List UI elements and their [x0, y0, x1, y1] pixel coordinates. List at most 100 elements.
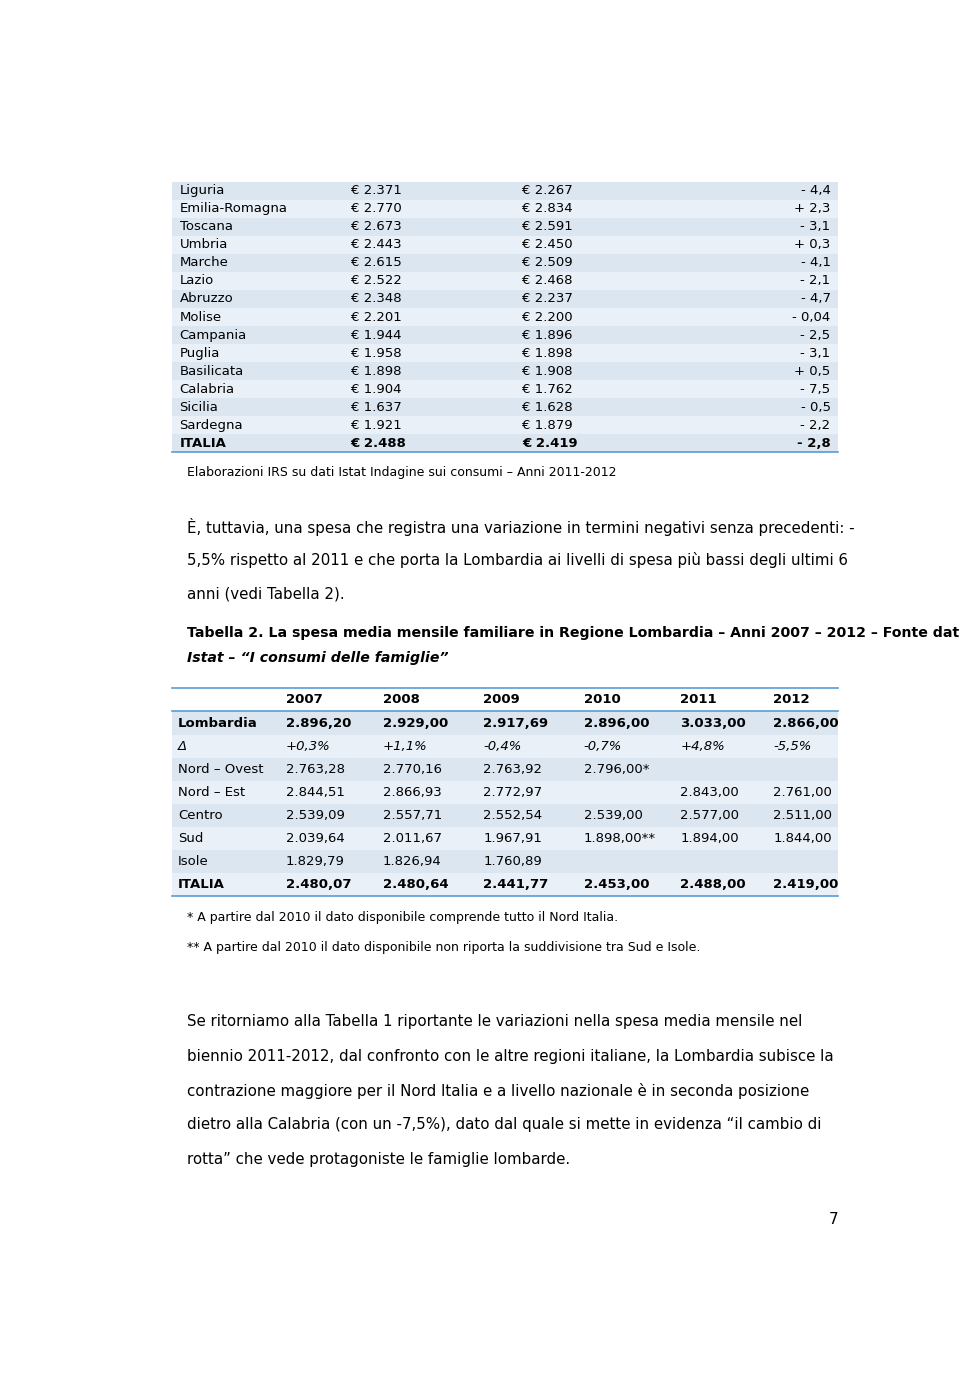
Text: Istat – “I consumi delle famiglie”: Istat – “I consumi delle famiglie” [187, 651, 448, 665]
FancyBboxPatch shape [172, 689, 838, 711]
Text: € 1.908: € 1.908 [522, 365, 572, 378]
Text: € 2.419: € 2.419 [522, 436, 577, 450]
FancyBboxPatch shape [172, 758, 838, 781]
Text: Centro: Centro [178, 809, 223, 822]
FancyBboxPatch shape [172, 236, 838, 254]
Text: 1.967,91: 1.967,91 [483, 832, 542, 845]
Text: € 2.267: € 2.267 [522, 184, 572, 198]
Text: Tabella 2. La spesa media mensile familiare in Regione Lombardia – Anni 2007 – 2: Tabella 2. La spesa media mensile famili… [187, 626, 960, 640]
Text: 2.539,00: 2.539,00 [584, 809, 642, 822]
Text: € 2.509: € 2.509 [522, 256, 572, 269]
FancyBboxPatch shape [172, 804, 838, 827]
FancyBboxPatch shape [172, 362, 838, 381]
Text: -5,5%: -5,5% [773, 740, 811, 753]
Text: € 2.468: € 2.468 [522, 275, 572, 287]
Text: Basilicata: Basilicata [180, 365, 244, 378]
Text: +1,1%: +1,1% [383, 740, 427, 753]
FancyBboxPatch shape [172, 434, 838, 452]
Text: 2.488,00: 2.488,00 [681, 878, 746, 891]
Text: +0,3%: +0,3% [286, 740, 330, 753]
Text: 2.453,00: 2.453,00 [584, 878, 649, 891]
Text: 5,5% rispetto al 2011 e che porta la Lombardia ai livelli di spesa più bassi deg: 5,5% rispetto al 2011 e che porta la Lom… [187, 552, 848, 569]
Text: 2.761,00: 2.761,00 [773, 786, 832, 799]
Text: Campania: Campania [180, 329, 247, 342]
Text: 2.763,92: 2.763,92 [483, 763, 542, 775]
Text: Nord – Est: Nord – Est [178, 786, 245, 799]
Text: € 2.450: € 2.450 [522, 238, 572, 251]
Text: + 2,3: + 2,3 [794, 202, 830, 215]
Text: 2.011,67: 2.011,67 [383, 832, 442, 845]
Text: È, tuttavia, una spesa che registra una variazione in termini negativi senza pre: È, tuttavia, una spesa che registra una … [187, 517, 854, 535]
Text: - 2,2: - 2,2 [801, 418, 830, 432]
Text: € 1.921: € 1.921 [350, 418, 401, 432]
Text: 2.480,64: 2.480,64 [383, 878, 448, 891]
Text: -0,4%: -0,4% [483, 740, 521, 753]
Text: dietro alla Calabria (con un -7,5%), dato dal quale si mette in evidenza “il cam: dietro alla Calabria (con un -7,5%), dat… [187, 1117, 822, 1132]
Text: +4,8%: +4,8% [681, 740, 725, 753]
Text: rotta” che vede protagoniste le famiglie lombarde.: rotta” che vede protagoniste le famiglie… [187, 1151, 570, 1167]
Text: 2011: 2011 [681, 693, 717, 707]
Text: 2.419,00: 2.419,00 [773, 878, 839, 891]
Text: 1.844,00: 1.844,00 [773, 832, 832, 845]
Text: € 2.348: € 2.348 [350, 293, 401, 305]
Text: 7: 7 [828, 1211, 838, 1227]
Text: + 0,5: + 0,5 [794, 365, 830, 378]
Text: 3.033,00: 3.033,00 [681, 717, 746, 729]
Text: Isole: Isole [178, 855, 208, 868]
Text: 1.898,00**: 1.898,00** [584, 832, 656, 845]
Text: - 4,4: - 4,4 [801, 184, 830, 198]
Text: 2.763,28: 2.763,28 [286, 763, 345, 775]
Text: Toscana: Toscana [180, 220, 232, 233]
Text: 2.772,97: 2.772,97 [483, 786, 542, 799]
Text: 2009: 2009 [483, 693, 519, 707]
Text: ITALIA: ITALIA [180, 436, 227, 450]
Text: Marche: Marche [180, 256, 228, 269]
Text: - 2,8: - 2,8 [797, 436, 830, 450]
Text: 2.896,20: 2.896,20 [286, 717, 351, 729]
Text: 2.480,07: 2.480,07 [286, 878, 351, 891]
Text: Sardegna: Sardegna [180, 418, 243, 432]
Text: 2.866,93: 2.866,93 [383, 786, 442, 799]
Text: Umbria: Umbria [180, 238, 228, 251]
Text: - 4,1: - 4,1 [801, 256, 830, 269]
FancyBboxPatch shape [172, 272, 838, 290]
Text: Molise: Molise [180, 311, 222, 323]
Text: 2010: 2010 [584, 693, 620, 707]
FancyBboxPatch shape [172, 308, 838, 326]
Text: 2.796,00*: 2.796,00* [584, 763, 649, 775]
FancyBboxPatch shape [172, 873, 838, 896]
FancyBboxPatch shape [172, 781, 838, 804]
Text: € 1.896: € 1.896 [522, 329, 572, 342]
FancyBboxPatch shape [172, 711, 838, 735]
Text: 2.866,00: 2.866,00 [773, 717, 839, 729]
Text: € 2.591: € 2.591 [522, 220, 572, 233]
Text: - 3,1: - 3,1 [801, 347, 830, 360]
Text: € 1.628: € 1.628 [522, 400, 572, 414]
Text: + 0,3: + 0,3 [794, 238, 830, 251]
Text: 2.896,00: 2.896,00 [584, 717, 649, 729]
Text: - 7,5: - 7,5 [801, 382, 830, 396]
Text: € 2.443: € 2.443 [350, 238, 401, 251]
Text: € 1.898: € 1.898 [350, 365, 401, 378]
Text: Lazio: Lazio [180, 275, 214, 287]
Text: € 2.237: € 2.237 [522, 293, 572, 305]
Text: anni (vedi Tabella 2).: anni (vedi Tabella 2). [187, 587, 345, 601]
Text: 2.552,54: 2.552,54 [483, 809, 542, 822]
Text: € 2.834: € 2.834 [522, 202, 572, 215]
Text: biennio 2011-2012, dal confronto con le altre regioni italiane, la Lombardia sub: biennio 2011-2012, dal confronto con le … [187, 1048, 833, 1064]
Text: Nord – Ovest: Nord – Ovest [178, 763, 264, 775]
FancyBboxPatch shape [172, 254, 838, 272]
Text: € 2.673: € 2.673 [350, 220, 401, 233]
FancyBboxPatch shape [172, 326, 838, 344]
FancyBboxPatch shape [172, 399, 838, 417]
FancyBboxPatch shape [172, 417, 838, 434]
Text: 2.917,69: 2.917,69 [483, 717, 548, 729]
Text: - 4,7: - 4,7 [801, 293, 830, 305]
Text: - 2,5: - 2,5 [801, 329, 830, 342]
Text: 1.829,79: 1.829,79 [286, 855, 345, 868]
FancyBboxPatch shape [172, 199, 838, 217]
Text: 2.577,00: 2.577,00 [681, 809, 739, 822]
Text: € 1.879: € 1.879 [522, 418, 572, 432]
Text: Δ: Δ [178, 740, 187, 753]
Text: * A partire dal 2010 il dato disponibile comprende tutto il Nord Italia.: * A partire dal 2010 il dato disponibile… [187, 912, 618, 924]
